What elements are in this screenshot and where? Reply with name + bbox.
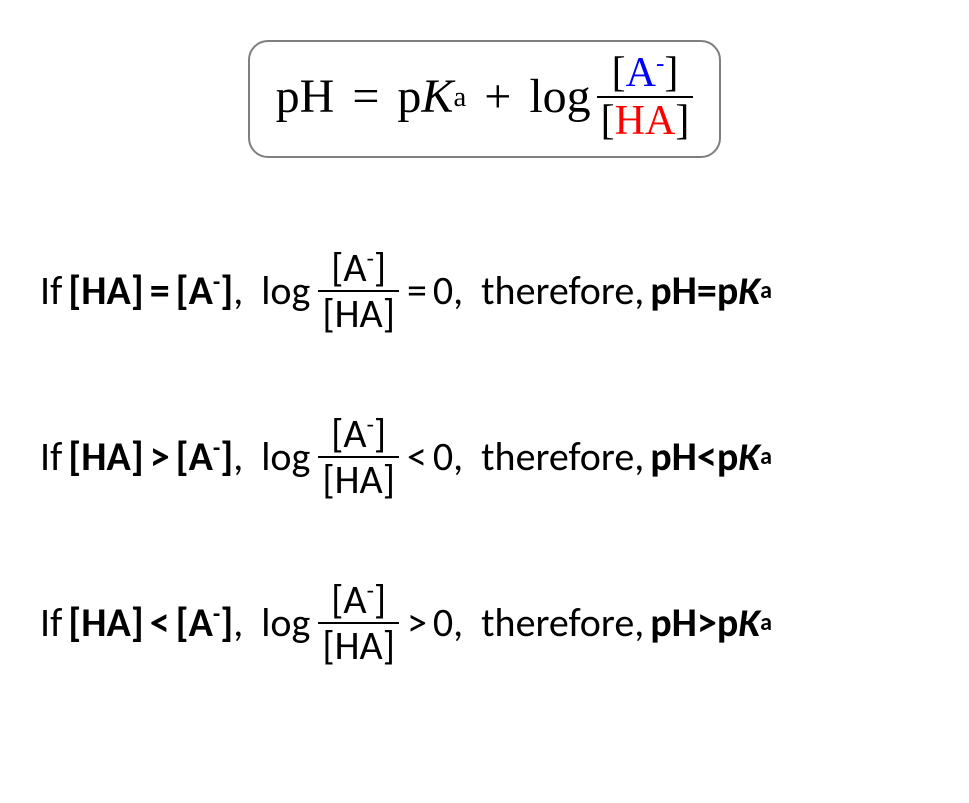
log-label: log — [261, 603, 310, 643]
henderson-hasselbalch-box: pH = pKa + log [A-] [HA] — [248, 40, 722, 158]
result-ph: pH — [650, 271, 697, 311]
result-p: p — [717, 271, 738, 311]
eq-denominator: [HA] — [597, 96, 694, 142]
eq-p: p — [397, 73, 421, 121]
eq-log: log — [529, 73, 590, 121]
den-rbracket: ] — [675, 98, 689, 144]
rel-op: = — [407, 271, 427, 311]
result-K: K — [738, 603, 760, 643]
comma1: , — [233, 603, 243, 643]
rel-val: 0, — [433, 603, 463, 643]
num-rbracket: ] — [664, 50, 678, 96]
eq-plus: + — [484, 73, 511, 121]
comma1: , — [233, 271, 243, 311]
case-fraction: [A-][HA] — [318, 580, 399, 666]
eq-ph: pH — [276, 73, 335, 121]
result-op: = — [697, 271, 717, 311]
result-p: p — [717, 437, 738, 477]
result-op: < — [697, 437, 717, 477]
cond-op: = — [150, 271, 170, 311]
eq-K: K — [421, 73, 453, 121]
cond-op: < — [150, 603, 170, 643]
cond-left: [HA] — [68, 437, 143, 477]
rel-val: 0, — [433, 437, 463, 477]
rel-op: < — [407, 437, 427, 477]
cond-right: [A-] — [176, 271, 234, 311]
result-p: p — [717, 603, 738, 643]
case-row-0: If[HA]=[A-],log[A-][HA]=0,therefore,pH=p… — [40, 248, 929, 334]
if-label: If — [40, 271, 62, 311]
cond-right: [A-] — [176, 437, 234, 477]
cond-op: > — [150, 437, 170, 477]
comma1: , — [233, 437, 243, 477]
result-op: > — [697, 603, 717, 643]
num-A: A — [626, 50, 656, 96]
cond-right: [A-] — [176, 603, 234, 643]
result-ph: pH — [650, 603, 697, 643]
case-num: [A-] — [327, 580, 390, 622]
result-K: K — [738, 271, 760, 311]
eq-fraction: [A-] [HA] — [597, 52, 694, 142]
case-den: [HA] — [318, 622, 399, 666]
num-lbracket: [ — [612, 50, 626, 96]
cases-container: If[HA]=[A-],log[A-][HA]=0,therefore,pH=p… — [40, 248, 929, 666]
case-num: [A-] — [327, 414, 390, 456]
equation-box-wrapper: pH = pKa + log [A-] [HA] — [40, 40, 929, 158]
log-label: log — [261, 271, 310, 311]
if-label: If — [40, 437, 62, 477]
case-row-2: If[HA]<[A-],log[A-][HA]>0,therefore,pH>p… — [40, 580, 929, 666]
eq-equals: = — [352, 73, 379, 121]
log-label: log — [261, 437, 310, 477]
case-den: [HA] — [318, 290, 399, 334]
rel-op: > — [407, 603, 427, 643]
main-equation: pH = pKa + log [A-] [HA] — [276, 52, 694, 142]
therefore-label: therefore, — [481, 271, 644, 311]
case-num: [A-] — [327, 248, 390, 290]
case-den: [HA] — [318, 456, 399, 500]
if-label: If — [40, 603, 62, 643]
case-fraction: [A-][HA] — [318, 248, 399, 334]
cond-left: [HA] — [68, 603, 143, 643]
eq-numerator: [A-] — [608, 52, 683, 96]
rel-val: 0, — [433, 271, 463, 311]
result-K: K — [738, 437, 760, 477]
case-row-1: If[HA]>[A-],log[A-][HA]<0,therefore,pH<p… — [40, 414, 929, 500]
den-HA: HA — [615, 98, 676, 144]
therefore-label: therefore, — [481, 603, 644, 643]
cond-left: [HA] — [68, 271, 143, 311]
therefore-label: therefore, — [481, 437, 644, 477]
case-fraction: [A-][HA] — [318, 414, 399, 500]
den-lbracket: [ — [601, 98, 615, 144]
result-ph: pH — [650, 437, 697, 477]
